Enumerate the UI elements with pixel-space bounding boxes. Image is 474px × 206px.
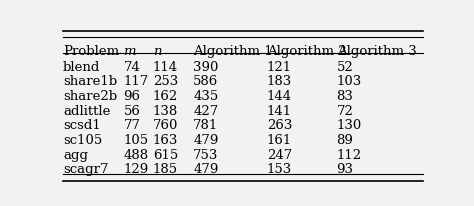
Text: 138: 138 [153,104,178,117]
Text: n: n [153,44,162,57]
Text: scsd1: scsd1 [63,119,100,132]
Text: share1b: share1b [63,75,117,88]
Text: blend: blend [63,60,100,73]
Text: Algorithm 2: Algorithm 2 [267,44,346,57]
Text: 390: 390 [193,60,219,73]
Text: 96: 96 [124,90,140,103]
Text: 247: 247 [267,148,292,161]
Text: 185: 185 [153,163,178,176]
Text: 114: 114 [153,60,178,73]
Text: Problem: Problem [63,44,119,57]
Text: 56: 56 [124,104,140,117]
Text: sc105: sc105 [63,133,102,146]
Text: 129: 129 [124,163,149,176]
Text: 586: 586 [193,75,219,88]
Text: 488: 488 [124,148,149,161]
Text: 781: 781 [193,119,219,132]
Text: 163: 163 [153,133,178,146]
Text: adlittle: adlittle [63,104,110,117]
Text: 93: 93 [337,163,354,176]
Text: 615: 615 [153,148,178,161]
Text: 479: 479 [193,133,219,146]
Text: 52: 52 [337,60,353,73]
Text: 153: 153 [267,163,292,176]
Text: 77: 77 [124,119,140,132]
Text: 83: 83 [337,90,354,103]
Text: share2b: share2b [63,90,117,103]
Text: Algorithm 1: Algorithm 1 [193,44,273,57]
Text: agg: agg [63,148,88,161]
Text: 89: 89 [337,133,354,146]
Text: 141: 141 [267,104,292,117]
Text: Algorithm 3: Algorithm 3 [337,44,416,57]
Text: 753: 753 [193,148,219,161]
Text: 263: 263 [267,119,292,132]
Text: m: m [124,44,136,57]
Text: 117: 117 [124,75,149,88]
Text: 144: 144 [267,90,292,103]
Text: 105: 105 [124,133,149,146]
Text: 121: 121 [267,60,292,73]
Text: 435: 435 [193,90,219,103]
Text: 760: 760 [153,119,178,132]
Text: 103: 103 [337,75,362,88]
Text: 427: 427 [193,104,219,117]
Text: 130: 130 [337,119,362,132]
Text: 479: 479 [193,163,219,176]
Text: 112: 112 [337,148,362,161]
Text: 72: 72 [337,104,354,117]
Text: 162: 162 [153,90,178,103]
Text: 183: 183 [267,75,292,88]
Text: 74: 74 [124,60,140,73]
Text: 253: 253 [153,75,178,88]
Text: 161: 161 [267,133,292,146]
Text: scagr7: scagr7 [63,163,109,176]
